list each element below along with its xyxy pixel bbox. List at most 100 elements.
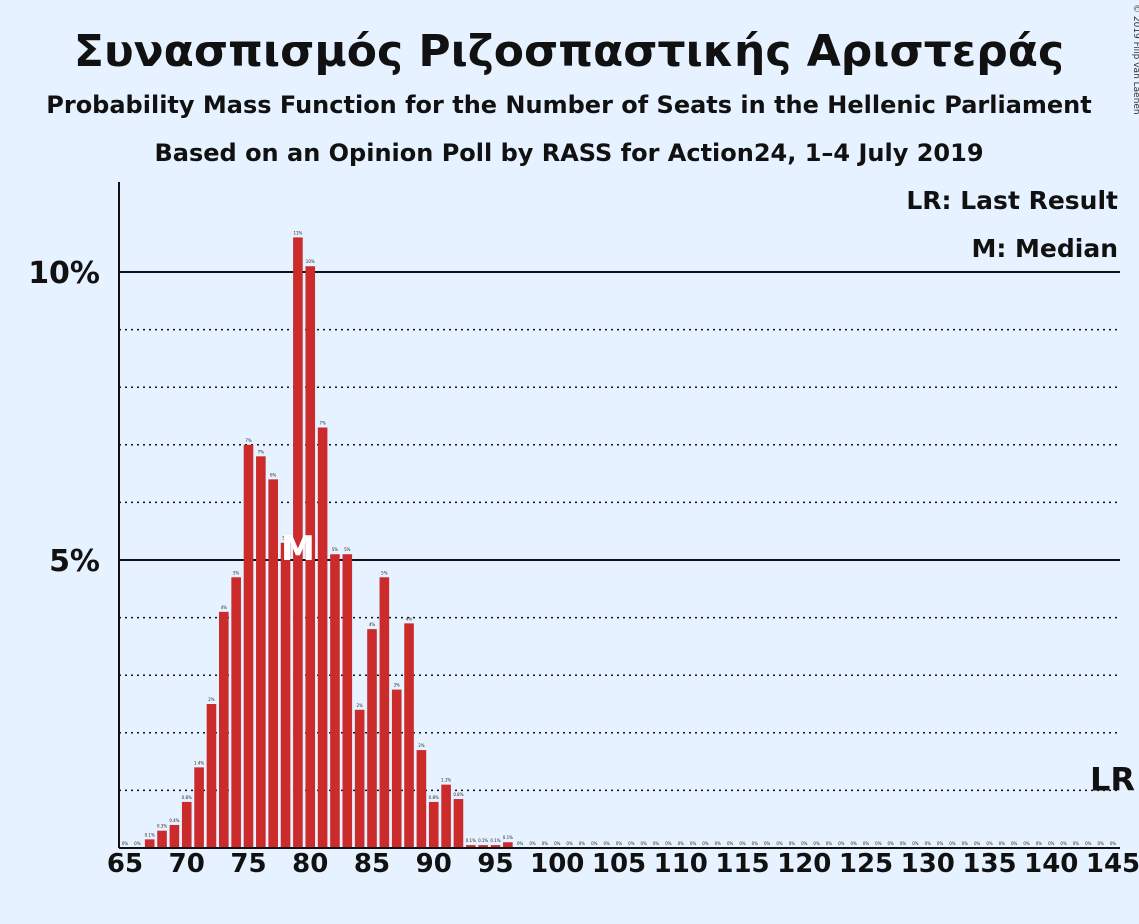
bar: [317, 427, 328, 848]
bar-value-label: 5%: [233, 570, 240, 575]
bar-value-label: 5%: [344, 547, 351, 552]
y-tick-label: 5%: [49, 544, 100, 579]
bar: [404, 623, 414, 848]
bar: [181, 801, 192, 848]
last-result-marker: LR: [1090, 760, 1135, 798]
bar-value-label: 2%: [208, 697, 215, 702]
bar-value-label: 0%: [1023, 841, 1030, 846]
bar-value-label: 0.1%: [478, 838, 488, 843]
bar-value-label: 6%: [270, 472, 277, 477]
bar: [478, 845, 488, 848]
bar-value-label: 1.1%: [441, 778, 451, 783]
bars: [144, 237, 513, 848]
bar-value-label: 0%: [579, 841, 586, 846]
chart-subtitle-source: Based on an Opinion Poll by RASS for Act…: [154, 139, 983, 167]
bar: [169, 824, 180, 848]
bar: [342, 554, 353, 848]
bar-value-label: 0%: [789, 841, 796, 846]
bar-value-label: 4%: [369, 622, 376, 627]
x-tick-label: 90: [416, 849, 452, 879]
x-tick-label: 145: [1086, 849, 1139, 879]
bar-value-label: 0.1%: [145, 832, 155, 837]
legend-median: M: Median: [971, 234, 1118, 263]
bar: [268, 479, 278, 848]
bar-value-label: 0%: [912, 841, 919, 846]
bar-value-label: 0%: [925, 841, 932, 846]
bar: [243, 444, 254, 848]
bar-value-label: 0%: [1073, 841, 1080, 846]
bar-value-label: 0%: [702, 841, 709, 846]
bar-value-label: 0%: [1048, 841, 1055, 846]
bar: [157, 830, 167, 848]
bar-value-label: 0%: [875, 841, 882, 846]
bar-value-label: 0%: [653, 841, 660, 846]
bar-value-label: 7%: [245, 438, 252, 443]
bar-value-label: 0%: [974, 841, 981, 846]
bar-value-label: 0.8%: [429, 795, 439, 800]
bar: [503, 842, 513, 848]
bar-value-label: 0.1%: [490, 838, 500, 843]
bar-value-label: 0%: [1060, 841, 1067, 846]
bar-value-label: 0%: [727, 841, 734, 846]
bar-value-label: 0%: [529, 841, 536, 846]
bar-value-label: 0%: [776, 841, 783, 846]
x-tick-label: 75: [230, 849, 266, 879]
bar: [453, 799, 464, 848]
bar-value-label: 0%: [986, 841, 993, 846]
bar-value-label: 0%: [616, 841, 623, 846]
bar-value-label: 0%: [591, 841, 598, 846]
bar-value-label: 0.8%: [453, 792, 463, 797]
chart-title: Συνασπισμός Ριζοσπαστικής Αριστεράς: [74, 26, 1064, 77]
bar: [367, 629, 377, 848]
bar-value-label: 0%: [122, 841, 129, 846]
x-axis-ticks: 65 70 75 80 85 90 95 100 105 110 115 120 125 130 135 14…: [107, 849, 1139, 879]
bar-value-label: 0%: [1011, 841, 1018, 846]
bar-value-label: 10%: [306, 259, 315, 264]
bar-value-label: 1.4%: [194, 760, 204, 765]
copyright-notice: © 2019 Filip van Laenen: [1131, 4, 1139, 115]
bar-value-label: 0%: [134, 841, 141, 846]
bar-value-label: 2%: [418, 743, 425, 748]
y-axis-ticks: 5% 10%: [28, 256, 100, 579]
x-tick-label: 135: [962, 849, 1016, 879]
bar-value-label: 0%: [1085, 841, 1092, 846]
bar-value-label: 2%: [356, 703, 363, 708]
gridlines: [119, 271, 1120, 792]
x-tick-label: 70: [169, 849, 205, 879]
bar-value-label: 0%: [949, 841, 956, 846]
bar-value-label: 5%: [332, 547, 339, 552]
bar-value-label: 0%: [888, 841, 895, 846]
bar-value-label: 0%: [715, 841, 722, 846]
chart-subtitle: Probability Mass Function for the Number…: [46, 91, 1091, 119]
bar-value-label: 0%: [826, 841, 833, 846]
bar-value-label: 0.8%: [182, 795, 192, 800]
x-tick-label: 95: [477, 849, 513, 879]
bar: [441, 784, 451, 848]
bar: [379, 577, 390, 848]
bar: [219, 611, 229, 848]
x-tick-label: 130: [901, 849, 955, 879]
bar: [490, 845, 501, 848]
bar-value-label: 0%: [838, 841, 845, 846]
bar: [391, 689, 402, 848]
bar: [293, 237, 303, 848]
bar-value-label: 0%: [603, 841, 610, 846]
bar-value-label: 0.1%: [466, 838, 476, 843]
x-tick-label: 110: [654, 849, 708, 879]
bar: [416, 750, 427, 848]
bar: [466, 845, 476, 848]
bar-value-label: 0%: [542, 841, 549, 846]
bar-value-label: 0%: [752, 841, 759, 846]
bar-value-label: 7%: [258, 449, 265, 454]
x-tick-label: 115: [715, 849, 769, 879]
bar-value-label: 0.3%: [157, 824, 167, 829]
bar: [256, 456, 266, 848]
x-tick-label: 105: [592, 849, 646, 879]
median-marker: M: [281, 529, 315, 569]
bar-value-label: 11%: [293, 230, 302, 235]
bar-value-label: 0%: [764, 841, 771, 846]
bar-value-label: 0.4%: [169, 818, 179, 823]
markers: M LR: [281, 529, 1135, 798]
x-tick-label: 65: [107, 849, 143, 879]
bar-value-label: 0%: [1097, 841, 1104, 846]
